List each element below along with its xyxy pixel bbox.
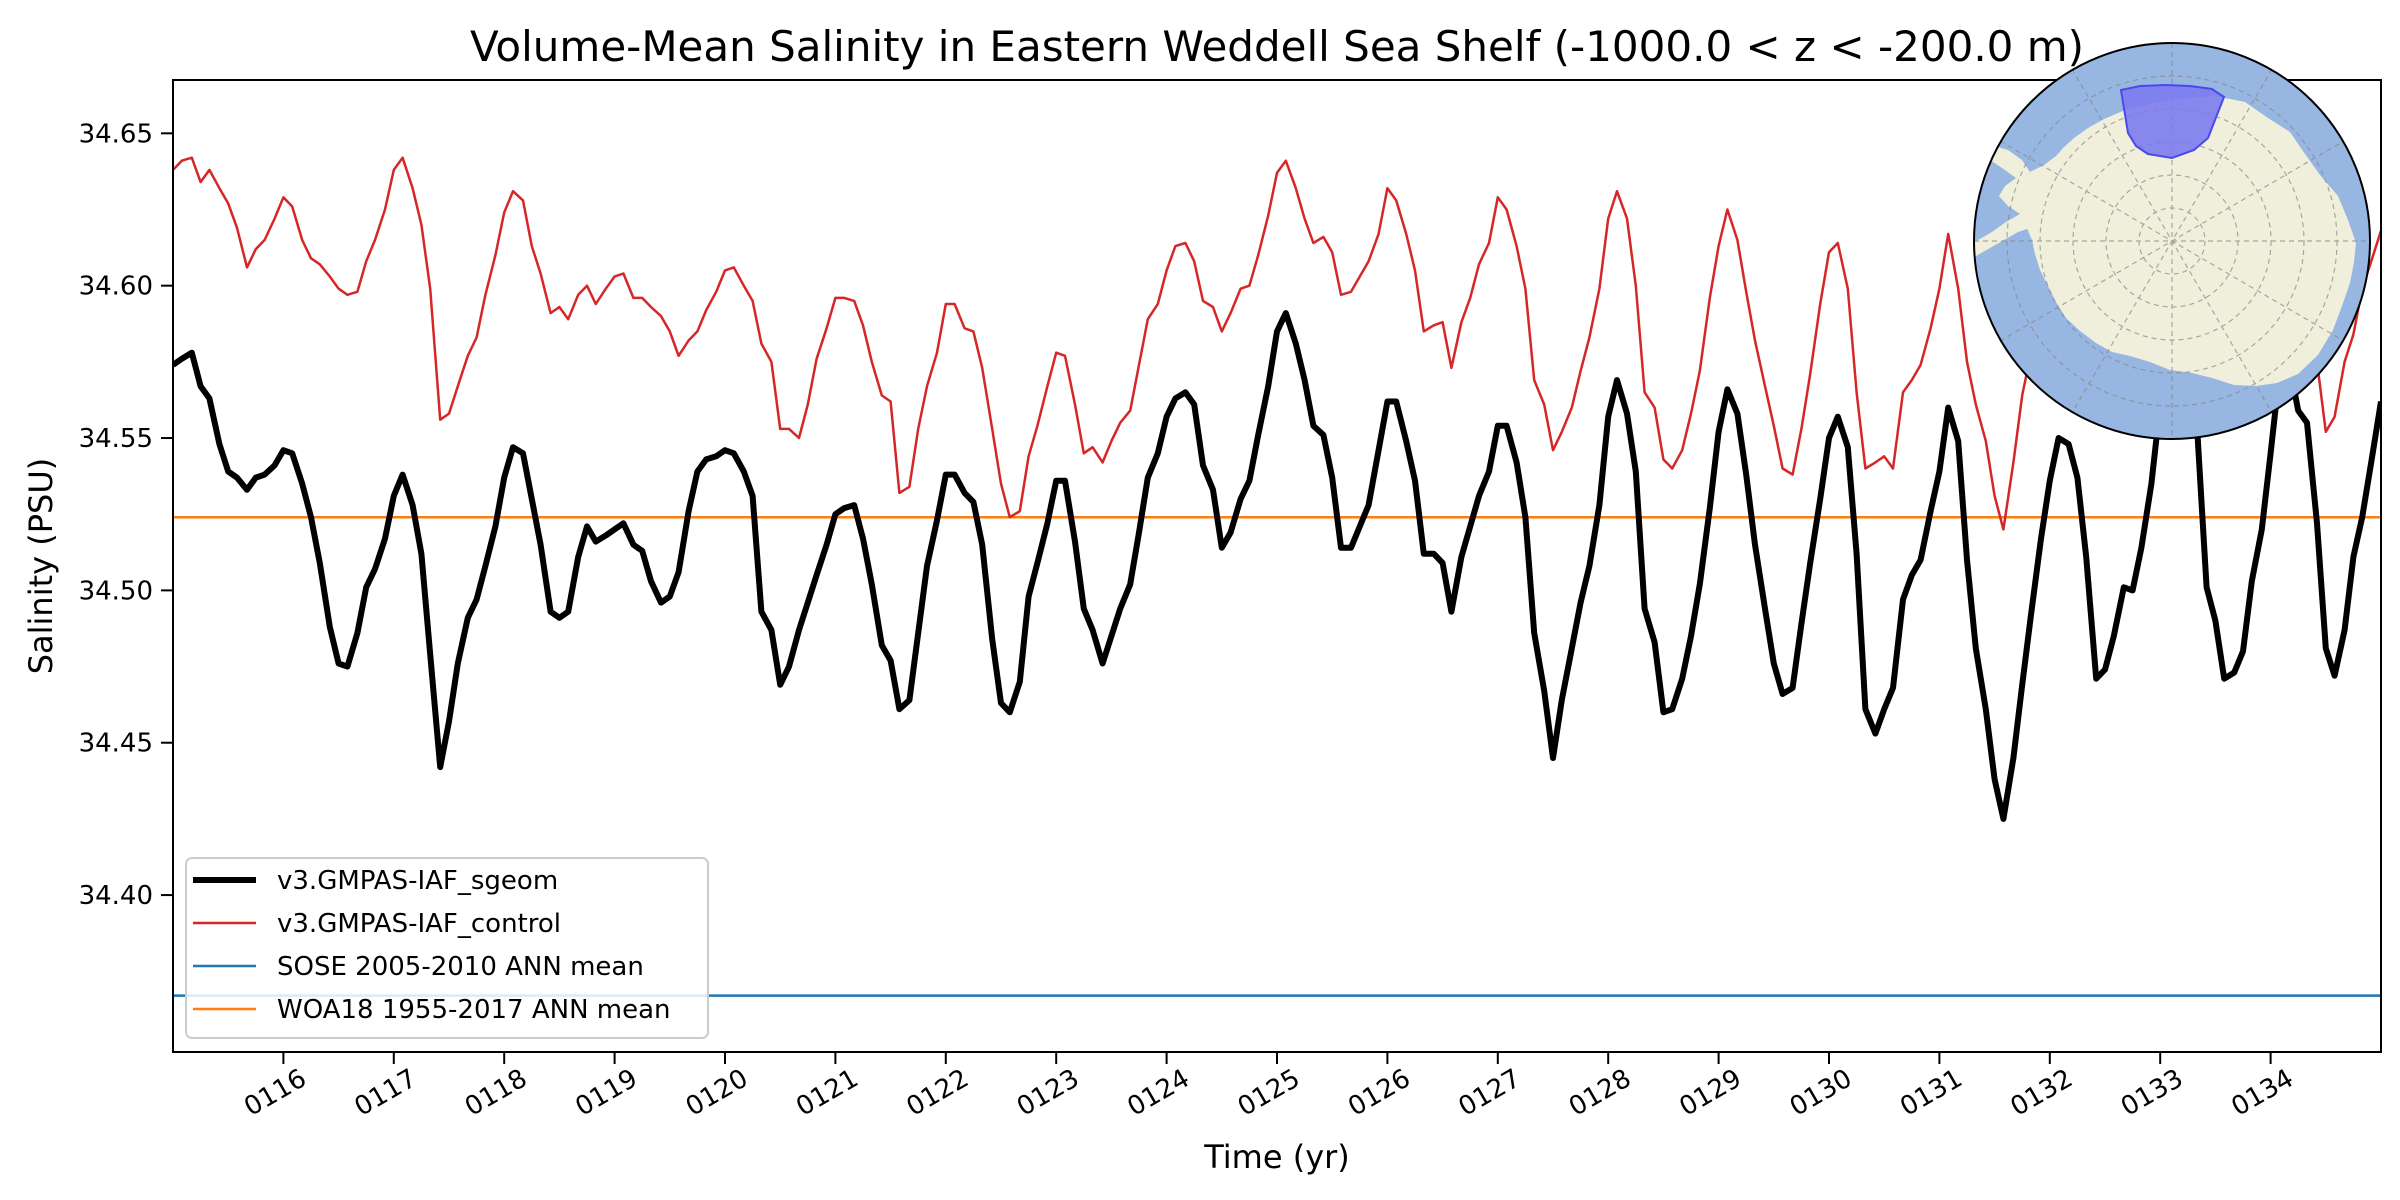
globe-outline: [1973, 42, 2371, 440]
chart-title: Volume-Mean Salinity in Eastern Weddell …: [470, 22, 2084, 71]
legend-entries: v3.GMPAS-IAF_sgeom v3.GMPAS-IAF_control SO…: [193, 866, 671, 1025]
legend-label-2: SOSE 2005-2010 ANN mean: [277, 952, 644, 982]
y-tick-label-1: 34.45: [79, 729, 153, 759]
legend-label-0: v3.GMPAS-IAF_sgeom: [277, 866, 558, 896]
legend: v3.GMPAS-IAF_sgeom v3.GMPAS-IAF_control SO…: [185, 857, 709, 1039]
y-tick-label-4: 34.60: [79, 272, 153, 302]
y-tick-label-5: 34.65: [79, 119, 153, 149]
series-line-0: [173, 310, 2381, 822]
y-axis-label: Salinity (PSU): [22, 458, 60, 675]
y-tick-label-2: 34.50: [79, 576, 153, 606]
series-lines: [173, 156, 2381, 822]
inset-map: [1973, 42, 2371, 440]
legend-box: [185, 857, 709, 1039]
y-axis: 34.40 34.45 34.50 34.55 34.60 34.65: [79, 119, 173, 911]
series-line-1: [173, 156, 2381, 531]
legend-label-1: v3.GMPAS-IAF_control: [277, 909, 561, 939]
y-tick-label-3: 34.55: [79, 424, 153, 454]
x-axis-label: Time (yr): [1203, 1138, 1350, 1176]
antarctica-land: [1999, 96, 2356, 386]
legend-label-3: WOA18 1955-2017 ANN mean: [277, 995, 671, 1025]
globe-graticule: [1974, 43, 2370, 439]
region-of-interest: [2119, 83, 2226, 160]
y-tick-label-0: 34.40: [79, 881, 153, 911]
weddell-shelf-land: [1984, 146, 2030, 178]
